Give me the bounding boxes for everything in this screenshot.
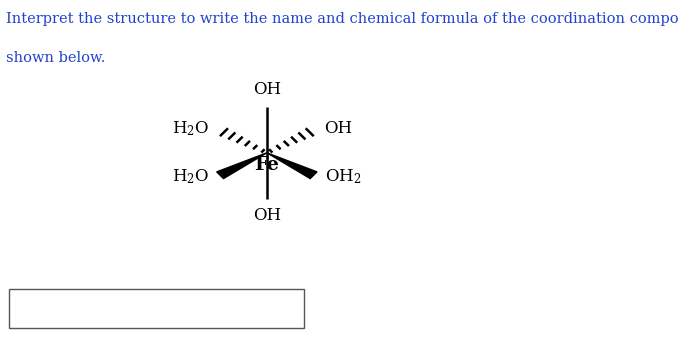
Text: OH: OH	[253, 207, 281, 224]
Polygon shape	[267, 153, 317, 179]
Text: OH: OH	[325, 120, 352, 137]
Text: OH: OH	[253, 81, 281, 98]
Text: Interpret the structure to write the name and chemical formula of the coordinati: Interpret the structure to write the nam…	[6, 12, 679, 26]
Bar	[9, 289, 304, 328]
Text: shown below.: shown below.	[6, 51, 106, 65]
Text: $\mathregular{H_2O}$: $\mathregular{H_2O}$	[172, 119, 209, 138]
Text: $\mathregular{OH_2}$: $\mathregular{OH_2}$	[325, 168, 361, 186]
Polygon shape	[217, 153, 267, 179]
Text: Fe: Fe	[255, 156, 279, 174]
Text: $\mathregular{H_2O}$: $\mathregular{H_2O}$	[172, 168, 209, 186]
